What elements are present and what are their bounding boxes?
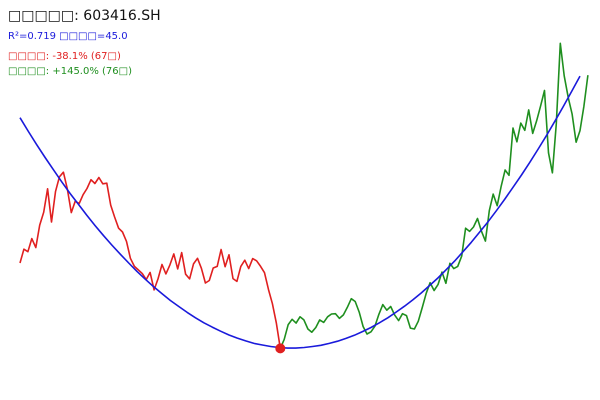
bottom-point-marker (275, 343, 286, 354)
rise-info-label: □□□□: +145.0% (76□) (8, 66, 133, 77)
rise-series-line (279, 42, 589, 349)
fit-info-label: R²=0.719 □□□□=45.0 (8, 31, 128, 42)
decline-info-label: □□□□: -38.1% (67□) (8, 51, 121, 62)
decline-series-line (19, 171, 282, 349)
chart-title: □□□□□: 603416.SH (8, 8, 161, 24)
fit-curve-line (19, 75, 581, 349)
